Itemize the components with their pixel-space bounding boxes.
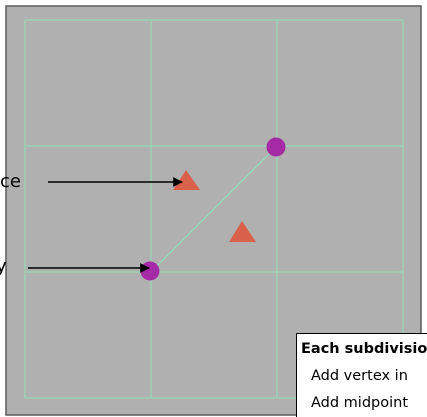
grid [24, 19, 404, 399]
legend-title: Each subdivisio [301, 341, 427, 357]
legend-item-add-vertex: Add vertex in [311, 368, 408, 384]
triangle-lower [229, 221, 256, 242]
diagonal-edge [150, 145, 278, 273]
legend-item-add-midpoint: Add midpoint [311, 395, 409, 411]
label-upper-left: ce [0, 171, 21, 192]
vertex-lower-left [140, 261, 160, 281]
legend-box: Each subdivisio Add vertex in Add midpoi… [296, 333, 427, 417]
vertex-upper-right [266, 137, 286, 157]
label-lower-left: y [0, 256, 7, 277]
